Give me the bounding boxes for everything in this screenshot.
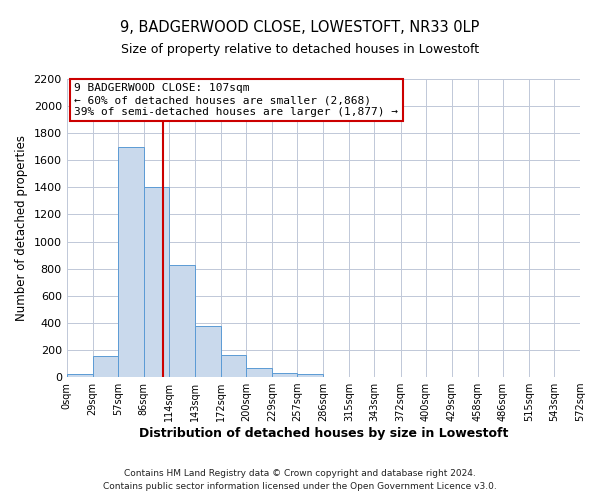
Bar bbox=[195, 326, 221, 377]
Bar bbox=[118, 146, 144, 377]
Text: Contains public sector information licensed under the Open Government Licence v3: Contains public sector information licen… bbox=[103, 482, 497, 491]
Text: 9 BADGERWOOD CLOSE: 107sqm
← 60% of detached houses are smaller (2,868)
39% of s: 9 BADGERWOOD CLOSE: 107sqm ← 60% of deta… bbox=[74, 84, 398, 116]
Bar bbox=[272, 373, 298, 377]
Y-axis label: Number of detached properties: Number of detached properties bbox=[15, 135, 28, 321]
Text: Size of property relative to detached houses in Lowestoft: Size of property relative to detached ho… bbox=[121, 42, 479, 56]
Text: Contains HM Land Registry data © Crown copyright and database right 2024.: Contains HM Land Registry data © Crown c… bbox=[124, 468, 476, 477]
Text: 9, BADGERWOOD CLOSE, LOWESTOFT, NR33 0LP: 9, BADGERWOOD CLOSE, LOWESTOFT, NR33 0LP bbox=[121, 20, 479, 35]
Bar bbox=[298, 374, 323, 377]
Bar bbox=[144, 188, 169, 377]
Bar bbox=[92, 356, 118, 377]
Bar bbox=[246, 368, 272, 377]
Bar bbox=[221, 356, 246, 377]
Bar bbox=[67, 374, 92, 377]
Bar bbox=[169, 264, 195, 377]
X-axis label: Distribution of detached houses by size in Lowestoft: Distribution of detached houses by size … bbox=[139, 427, 508, 440]
